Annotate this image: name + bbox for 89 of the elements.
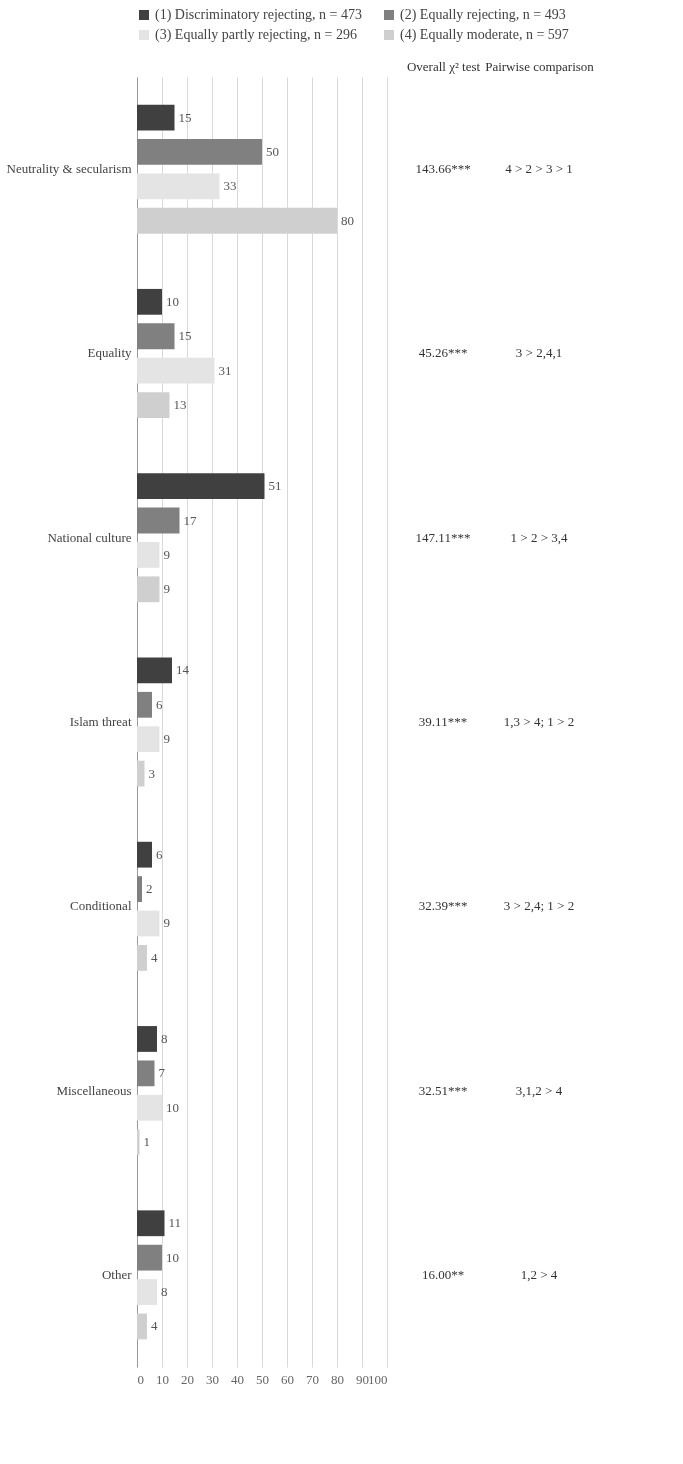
bar xyxy=(137,876,142,902)
data-label: 8 xyxy=(161,1284,168,1300)
data-label: 8 xyxy=(161,1030,168,1046)
legend-label: (2) Equally rejecting, n = 493 xyxy=(400,7,566,23)
text: 32.39*** xyxy=(418,898,468,914)
y-tick-label: Islam threat xyxy=(69,714,132,729)
bar xyxy=(137,1129,140,1156)
x-tick-label: 30 xyxy=(206,1371,219,1387)
x-tick-label: 20 xyxy=(181,1371,194,1387)
bar xyxy=(137,944,147,971)
x-tick-label: 50 xyxy=(256,1371,269,1387)
legend-label: (4) Equally moderate, n = 597 xyxy=(400,27,569,43)
bar xyxy=(137,691,152,718)
bar xyxy=(137,841,152,868)
text: 1 > 2 > 3,4 xyxy=(510,529,568,545)
text: Overall χ² test xyxy=(406,58,481,74)
x-tick-label: 60 xyxy=(281,1371,294,1387)
data-label: 51 xyxy=(268,478,282,494)
text: 4 > 2 > 3 > 1 xyxy=(505,161,573,177)
bar xyxy=(137,1244,162,1271)
bar xyxy=(137,473,265,500)
data-label: 31 xyxy=(218,362,232,378)
data-label: 14 xyxy=(176,662,190,678)
x-tick-label: 80 xyxy=(331,1371,344,1387)
text: 1,3 > 4; 1 > 2 xyxy=(503,714,575,729)
bar xyxy=(137,323,175,350)
data-label: 13 xyxy=(173,397,187,413)
x-tick-label: 90 xyxy=(356,1371,369,1387)
y-tick-label: National culture xyxy=(47,529,132,545)
data-label: 10 xyxy=(166,1099,179,1115)
x-tick-label: 100 xyxy=(368,1371,388,1387)
bar xyxy=(137,1210,165,1237)
text: 1,2 > 4 xyxy=(520,1266,558,1282)
bar xyxy=(137,1313,147,1340)
y-tick-label: Equality xyxy=(87,345,132,361)
bar xyxy=(137,1026,157,1052)
y-tick-label: Miscellaneous xyxy=(56,1082,132,1098)
bar xyxy=(137,657,172,684)
data-label: 15 xyxy=(178,109,192,125)
data-label: 9 xyxy=(163,546,170,562)
data-label: 4 xyxy=(151,949,158,965)
bar xyxy=(137,288,162,315)
bar xyxy=(137,910,160,937)
data-label: 9 xyxy=(163,581,170,597)
data-label: 6 xyxy=(156,846,163,862)
data-label: 3 xyxy=(148,765,155,781)
x-tick-label: 10 xyxy=(156,1371,169,1387)
data-label: 10 xyxy=(166,293,179,309)
data-label: 80 xyxy=(341,212,354,228)
text: 3 > 2,4; 1 > 2 xyxy=(503,898,575,914)
y-tick-label: Conditional xyxy=(70,898,132,914)
text: 39.11*** xyxy=(418,714,468,729)
data-label: 15 xyxy=(178,328,192,344)
y-tick-label: Neutrality & secularism xyxy=(6,161,132,177)
text: 147.11*** xyxy=(415,529,471,545)
data-label: 9 xyxy=(163,731,170,747)
bar xyxy=(137,1060,155,1087)
legend-label: (3) Equally partly rejecting, n = 296 xyxy=(155,27,357,43)
text: 143.66*** xyxy=(415,161,471,177)
data-label: 9 xyxy=(163,915,170,931)
bar xyxy=(137,507,180,534)
text: 32.51*** xyxy=(418,1082,468,1098)
bar xyxy=(137,726,160,753)
data-label: 11 xyxy=(168,1215,182,1231)
data-label: 7 xyxy=(158,1065,166,1081)
text: 16.00** xyxy=(421,1266,465,1282)
y-tick-label: Other xyxy=(101,1266,133,1282)
bar xyxy=(137,760,145,787)
x-tick-label: 40 xyxy=(231,1371,244,1387)
data-label: 33 xyxy=(223,178,237,194)
legend-label: (1) Discriminatory rejecting, n = 473 xyxy=(155,7,362,23)
text: Pairwise comparison xyxy=(485,58,595,74)
x-tick-label: 0 xyxy=(137,1371,144,1387)
text: 3 > 2,4,1 xyxy=(515,345,563,361)
text: 45.26*** xyxy=(418,345,468,361)
bar xyxy=(137,1279,157,1305)
data-label: 4 xyxy=(151,1318,158,1334)
data-label: 50 xyxy=(266,143,279,159)
bar xyxy=(137,542,160,568)
data-label: 10 xyxy=(166,1249,179,1265)
bar xyxy=(137,139,262,165)
data-label: 2 xyxy=(146,881,153,897)
data-label: 17 xyxy=(183,512,197,528)
text: 3,1,2 > 4 xyxy=(515,1082,563,1098)
bar xyxy=(137,104,175,131)
x-tick-label: 70 xyxy=(306,1371,319,1387)
bar xyxy=(137,576,160,603)
data-label: 1 xyxy=(143,1134,150,1150)
data-label: 6 xyxy=(156,696,163,712)
